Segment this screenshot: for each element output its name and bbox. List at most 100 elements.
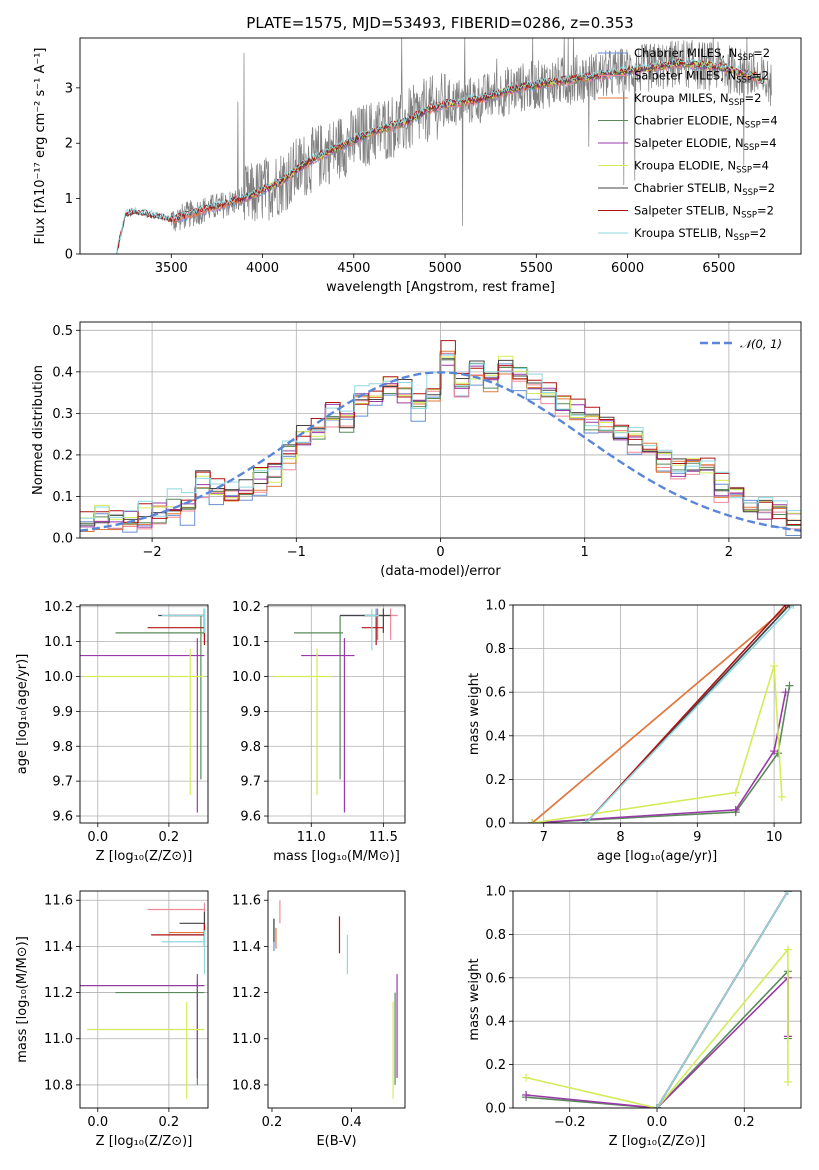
x-tick-label: 4000 <box>246 261 279 276</box>
series-marker <box>789 605 798 609</box>
age-vs-mass-panel: 11.0 11.5 9.6 9.7 9.8 9.9 10.0 10.1 10.2 mass [lo… <box>232 600 406 864</box>
histogram-salpeter-stelib <box>80 340 801 525</box>
y-tick-label: 11.0 <box>44 1032 73 1047</box>
series-marker <box>781 605 790 609</box>
y-tick-label: 10.2 <box>44 600 73 615</box>
plot-area <box>273 608 398 813</box>
axes-box <box>79 604 209 824</box>
plot-area <box>80 902 206 1099</box>
legend-label: Kroupa STELIB, NSSP=2 <box>634 226 766 243</box>
plot-area <box>116 38 772 254</box>
x-tick-label: 0.2 <box>159 1115 180 1130</box>
x-tick-label: 5500 <box>520 261 553 276</box>
x-tick-label: 0.0 <box>647 1115 668 1130</box>
y-tick-label: 9.7 <box>240 775 261 790</box>
y-tick-label: 1.0 <box>485 885 506 900</box>
y-tick-label: 0.4 <box>485 729 506 744</box>
errorbar-salpeter-elodie <box>301 638 355 813</box>
y-axis-label: mass [log₁₀(M/M⊙)] <box>15 936 30 1063</box>
series-marker <box>785 681 794 690</box>
axes-box <box>79 37 802 255</box>
series-chabrier-elodie <box>528 681 794 823</box>
x-axis-label: Z [log₁₀(Z/Z⊙)] <box>609 1134 706 1149</box>
model-spectrum-kroupa-stelib <box>116 57 765 254</box>
errorbar-chabrier-miles <box>340 608 384 640</box>
x-tick-label: 0.2 <box>262 1115 283 1130</box>
legend-label: Salpeter MILES, NSSP=2 <box>634 69 769 86</box>
errorbar-chabrier-stelib <box>158 608 206 633</box>
errorbar-salpeter-stelib <box>151 923 206 947</box>
spectrum-panel: 3500 4000 4500 5000 5500 6000 6500 0 1 2 3 waveleng… <box>33 37 802 295</box>
y-tick-label: 0.4 <box>52 365 73 380</box>
y-tick-label: 11.4 <box>44 940 73 955</box>
y-tick-label: 0.0 <box>485 1102 506 1117</box>
model-spectrum-salpeter-stelib <box>116 57 765 254</box>
y-tick-label: 11.2 <box>44 986 73 1001</box>
figure-title: PLATE=1575, MJD=53493, FIBERID=0286, z=0… <box>246 14 633 32</box>
series-marker <box>785 605 794 609</box>
y-tick-label: 0.0 <box>485 817 506 832</box>
axes-box <box>267 604 406 824</box>
y-tick-label: 0.0 <box>52 532 73 547</box>
x-axis-label: (data-model)/error <box>380 564 501 579</box>
series-line <box>532 685 791 823</box>
legend-label: Kroupa ELODIE, NSSP=4 <box>634 159 769 176</box>
y-tick-label: 0.5 <box>52 324 73 339</box>
x-tick-label: 0.4 <box>341 1115 362 1130</box>
y-axis-label: Flux [fλ10⁻¹⁷ erg cm⁻² s⁻¹ A⁻¹] <box>33 48 48 245</box>
errorbar-salpeter-stelib <box>361 617 384 646</box>
y-tick-label: 9.8 <box>52 740 73 755</box>
series-kroupa-stelib <box>581 605 798 823</box>
legend-label: Salpeter ELODIE, NSSP=4 <box>634 136 777 153</box>
y-tick-label: 10.8 <box>232 1078 261 1093</box>
x-tick-label: −1 <box>287 545 306 560</box>
series-marker <box>783 891 792 895</box>
series-marker <box>770 747 779 756</box>
y-tick-label: 10.2 <box>232 600 261 615</box>
y-tick-label: 0.6 <box>485 971 506 986</box>
y-tick-label: 9.9 <box>52 705 73 720</box>
plot-area <box>80 340 801 536</box>
y-tick-label: 0.2 <box>485 1058 506 1073</box>
legend-label: 𝒩(0, 1) <box>740 337 782 351</box>
series-marker <box>653 1104 661 1108</box>
series-marker <box>731 788 740 797</box>
y-tick-label: 2 <box>65 137 73 152</box>
axes-frame: 11.0 11.5 9.6 9.7 9.8 9.9 10.0 10.1 10.2 mass [lo… <box>232 600 406 864</box>
errorbar-salpeter-elodie <box>80 974 205 1078</box>
x-tick-label: 10 <box>766 830 783 845</box>
errorbar-salpeter-miles <box>168 608 206 640</box>
series-salpeter-elodie <box>528 688 790 823</box>
y-axis-label: mass weight <box>467 958 482 1040</box>
y-tick-label: 10.8 <box>44 1078 73 1093</box>
mass-vs-ebv-panel: 0.2 0.4 10.8 11.0 11.2 11.4 11.6 E(B-V) <box>232 890 406 1149</box>
x-tick-label: 6000 <box>611 261 644 276</box>
y-tick-label: 0.3 <box>52 407 73 422</box>
x-axis-label: wavelength [Angstrom, rest frame] <box>326 280 555 295</box>
axes-frame: −0.2 0.0 0.2 0.0 0.2 0.4 0.6 0.8 1.0 Z [log₁₀(Z/Z… <box>467 885 802 1149</box>
errorbar-salpeter-miles <box>147 902 206 922</box>
errorbar-chabrier-elodie <box>293 615 343 780</box>
y-tick-label: 9.8 <box>240 740 261 755</box>
errorbar-kroupa-stelib <box>161 608 206 633</box>
series-marker <box>581 819 590 823</box>
y-tick-label: 10.1 <box>232 635 261 650</box>
y-axis-label: Normed distribution <box>31 365 46 495</box>
series-kroupa-miles <box>528 605 794 823</box>
series-line <box>531 605 791 823</box>
errorbar-kroupa-miles <box>168 608 206 637</box>
y-tick-label: 1.0 <box>485 599 506 614</box>
axes-box <box>512 604 802 824</box>
series-line <box>532 692 787 823</box>
axes-box <box>79 890 209 1109</box>
series-marker <box>783 1077 792 1086</box>
series-line <box>532 665 783 823</box>
series-marker <box>781 688 790 697</box>
errorbar-chabrier-elodie <box>115 615 205 780</box>
x-tick-label: 3500 <box>155 261 188 276</box>
axes-frame: 0.2 0.4 10.8 11.0 11.2 11.4 11.6 E(B-V) <box>232 890 406 1149</box>
x-tick-label: −0.2 <box>554 1115 586 1130</box>
legend-label: Chabrier MILES, NSSP=2 <box>634 46 770 63</box>
series-marker <box>731 805 740 814</box>
